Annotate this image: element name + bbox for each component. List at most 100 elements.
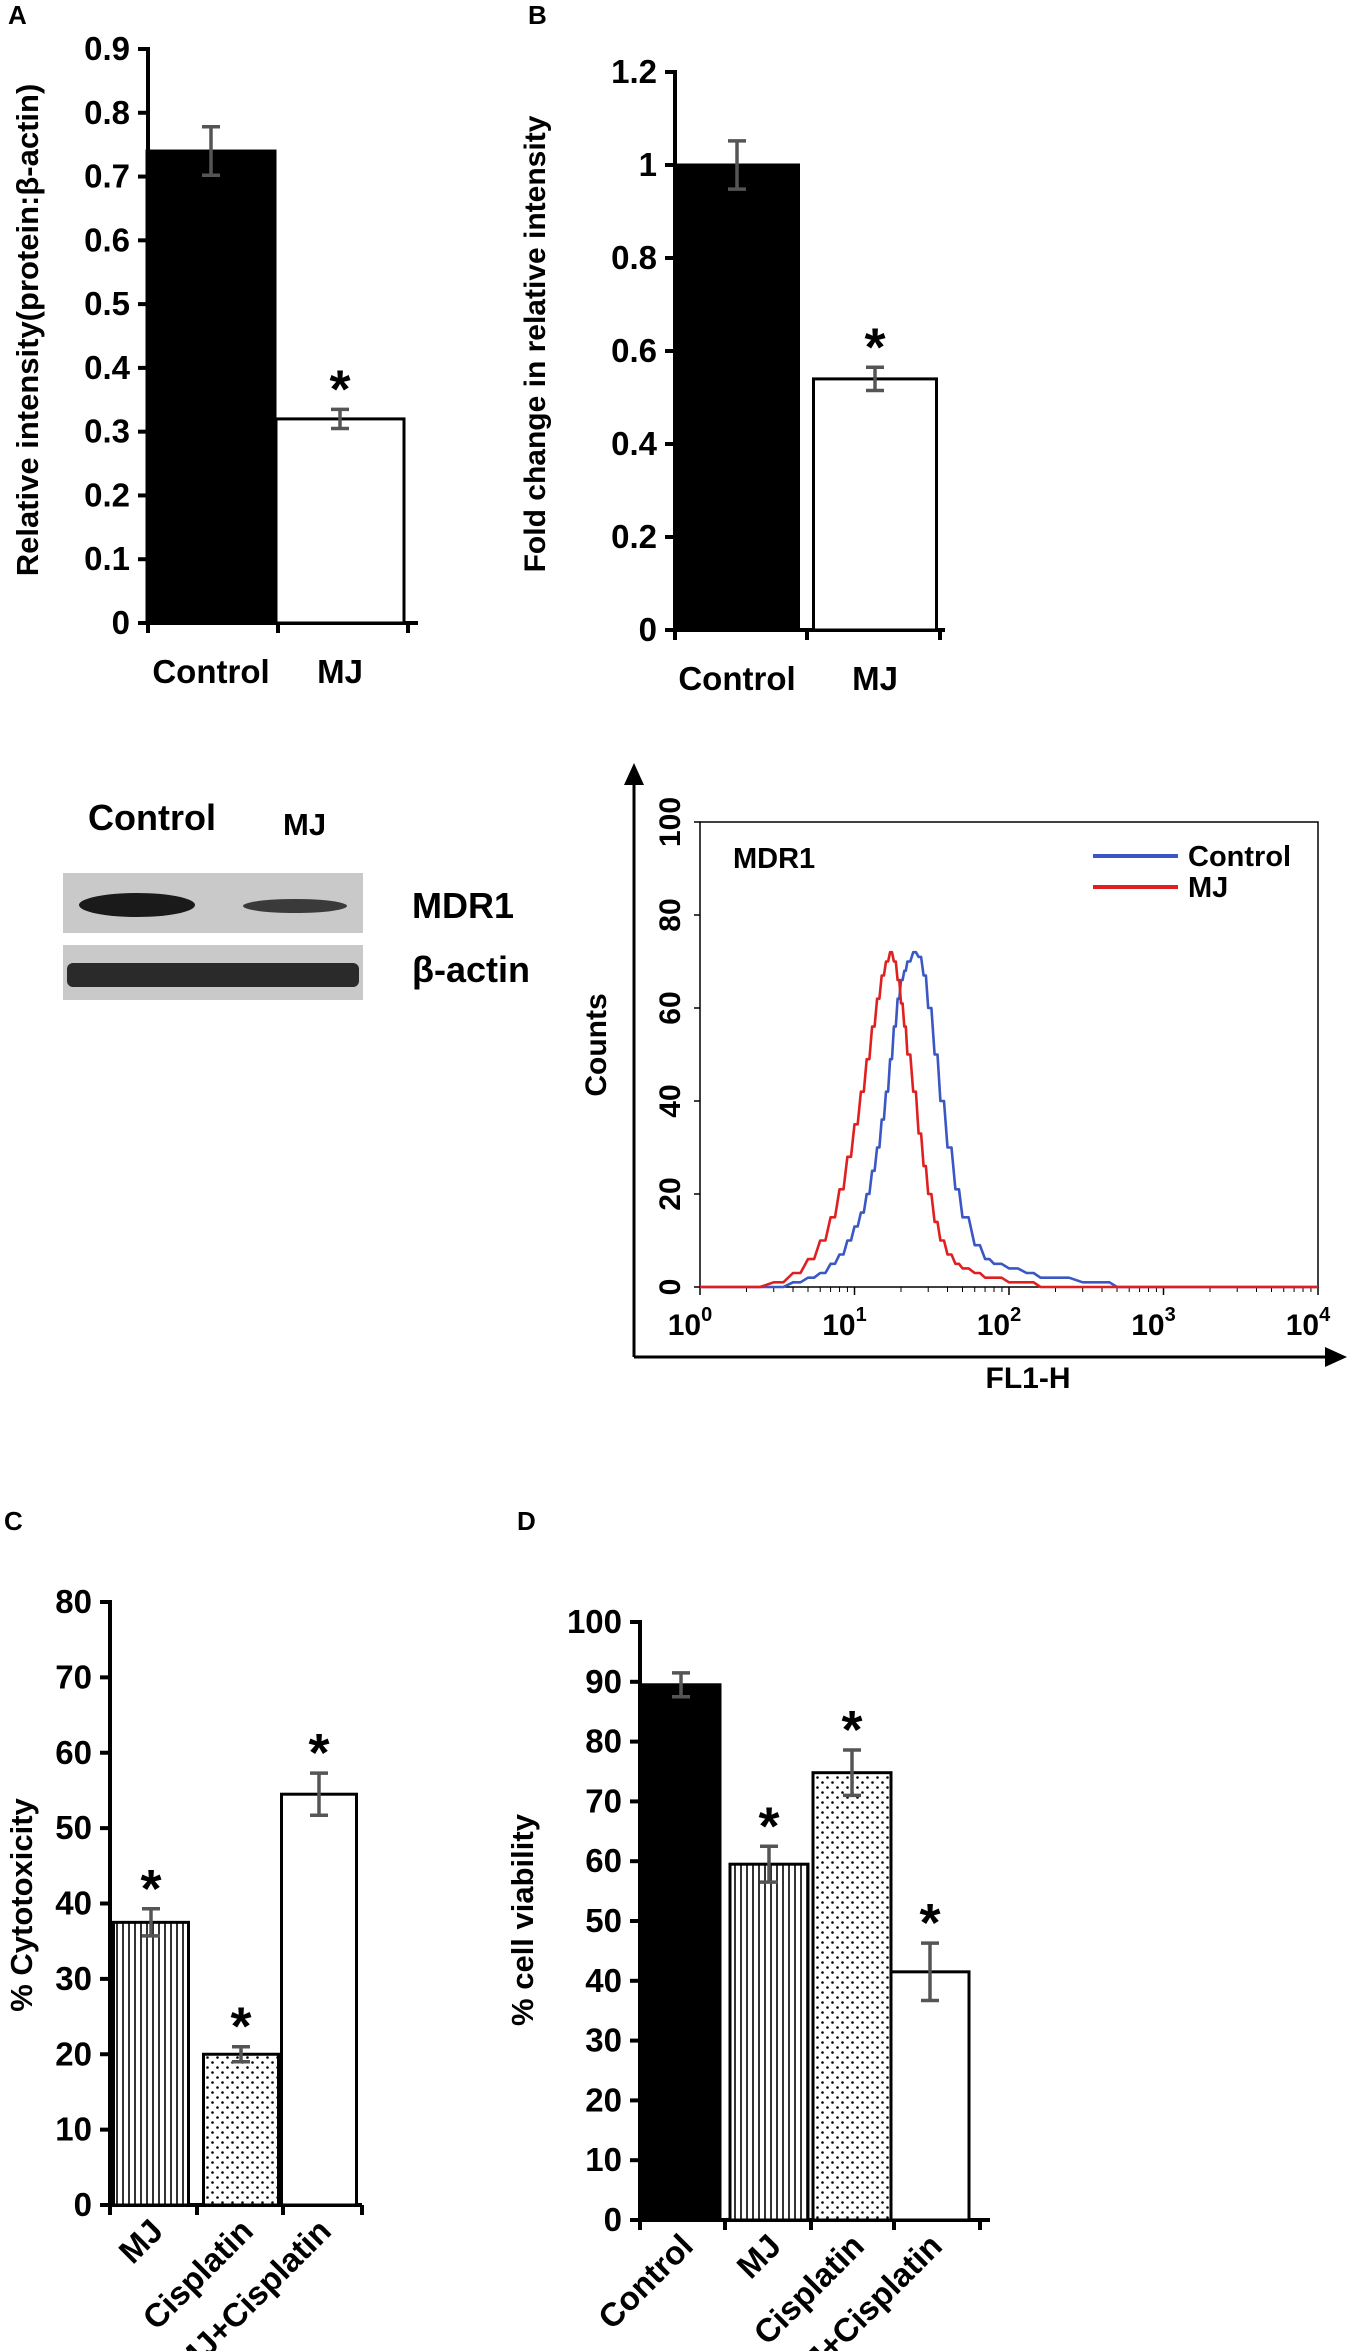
- x-tick-label: 103: [1131, 1304, 1176, 1342]
- y-tick-label: 0.8: [611, 239, 657, 276]
- y-tick-label: 1: [639, 146, 657, 183]
- y-tick-label: 0.6: [611, 332, 657, 369]
- y-tick-label: 0: [604, 2201, 622, 2238]
- x-category-label: MJ: [111, 2212, 170, 2271]
- y-tick-label: 0: [74, 2186, 92, 2223]
- panel-c-letter: C: [4, 1506, 23, 1536]
- x-category-label: Control: [152, 653, 269, 690]
- y-tick-label: 0.4: [611, 425, 658, 462]
- histogram-ylabel: Counts: [580, 993, 613, 1096]
- y-tick-label: 80: [585, 1723, 622, 1760]
- y-tick-label: 60: [654, 991, 687, 1024]
- y-axis-label: % Cytotoxicity: [4, 1797, 39, 2011]
- bar: [889, 1970, 971, 2222]
- y-tick-label: 100: [567, 1603, 622, 1640]
- x-category-label: Control: [678, 660, 795, 697]
- bar: [640, 1683, 722, 2222]
- x-tick-label: 104: [1286, 1304, 1331, 1342]
- x-tick-label: 102: [977, 1304, 1022, 1342]
- x-tick-label-base: 10: [822, 1309, 855, 1342]
- y-axis-label: % cell viability: [505, 1813, 540, 2026]
- x-tick-label-exponent: 4: [1319, 1304, 1331, 1326]
- y-tick-label: 20: [55, 2035, 92, 2072]
- bar: [145, 149, 277, 625]
- x-tick-label: 100: [668, 1304, 713, 1342]
- bar: [728, 1862, 810, 2222]
- y-tick-label: 70: [55, 1658, 92, 1695]
- y-tick-label: 20: [654, 1177, 687, 1210]
- significance-star: *: [230, 1997, 251, 2057]
- significance-star: *: [864, 317, 885, 377]
- y-tick-label: 20: [585, 2081, 622, 2118]
- blot-band-label-actin: β-actin: [412, 949, 530, 990]
- y-tick-label: 0.8: [84, 94, 130, 131]
- y-tick-label: 0.6: [84, 221, 130, 258]
- y-tick-label: 0.1: [84, 540, 130, 577]
- significance-star: *: [308, 1723, 329, 1783]
- y-tick-label: 0.5: [84, 285, 130, 322]
- panel-d-chart: D 0 10 20 30 40 50 60 70 80 90 100 % cell viability…: [505, 1506, 990, 2351]
- x-tick-label-exponent: 3: [1165, 1304, 1176, 1326]
- y-tick-label: 70: [585, 1782, 622, 1819]
- panel-b-chart: B 0 0.2 0.4 0.6 0.8 1 1.2 Fold change in relati…: [519, 0, 945, 697]
- y-tick-label: 80: [55, 1583, 92, 1620]
- y-tick-label: 0.7: [84, 158, 130, 195]
- panel-a-chart: A 0 0.1 0.2 0.3 0.4 0.5 0.6 0.7 0.8 0.9 Relative i…: [8, 0, 418, 690]
- blot-actin-band: [67, 963, 359, 987]
- significance-star: *: [919, 1893, 940, 1953]
- y-axis-label: Fold change in relative intensity: [519, 115, 552, 572]
- significance-star: *: [841, 1700, 862, 1760]
- histogram-xlabel: FL1-H: [986, 1362, 1071, 1395]
- arrow-right-icon: [1325, 1347, 1347, 1367]
- blot-mdr1-band-control: [79, 893, 195, 917]
- y-tick-label: 40: [654, 1084, 687, 1117]
- panel-d-letter: D: [517, 1506, 536, 1536]
- bar: [812, 377, 938, 632]
- y-tick-label: 30: [55, 1960, 92, 1997]
- bar: [280, 1792, 358, 2207]
- significance-star: *: [758, 1796, 779, 1856]
- y-tick-label: 10: [55, 2111, 92, 2148]
- x-tick-label-base: 10: [977, 1309, 1010, 1342]
- y-axis-label: Relative intensity(protein:β-actin): [10, 84, 45, 577]
- y-tick-label: 60: [55, 1734, 92, 1771]
- x-category-label: MJ: [317, 653, 363, 690]
- x-category-label: Control: [591, 2227, 700, 2336]
- blot-lane-label-control: Control: [88, 797, 216, 838]
- bar: [202, 2052, 280, 2207]
- significance-star: *: [329, 359, 350, 419]
- x-category-label: MJ: [729, 2227, 788, 2286]
- blot-band-label-mdr1: MDR1: [412, 885, 514, 926]
- y-tick-label: 90: [585, 1663, 622, 1700]
- y-tick-label: 0: [639, 611, 657, 648]
- blot-lane-label-mj: MJ: [283, 807, 326, 842]
- legend-control-label: Control: [1188, 841, 1291, 873]
- y-tick-label: 0: [654, 1279, 687, 1296]
- y-tick-label: 0.4: [84, 349, 131, 386]
- histogram-series-control: [700, 950, 1318, 1289]
- x-tick-label-base: 10: [1286, 1309, 1319, 1342]
- x-tick-label-exponent: 0: [701, 1304, 712, 1326]
- bar: [274, 417, 406, 625]
- y-tick-label: 50: [55, 1809, 92, 1846]
- x-tick-label-exponent: 1: [856, 1304, 867, 1326]
- flow-histogram: MDR1 FL1-H Counts Control MJ 02040608010…: [580, 763, 1347, 1395]
- blot-mdr1-band-mj: [243, 899, 347, 913]
- y-tick-label: 80: [654, 898, 687, 931]
- x-tick-label: 101: [822, 1304, 867, 1342]
- y-tick-label: 60: [585, 1842, 622, 1879]
- western-blot: Control MJ MDR1 β-actin: [63, 797, 530, 1000]
- y-tick-label: 50: [585, 1902, 622, 1939]
- x-category-label: MJ: [852, 660, 898, 697]
- y-tick-label: 10: [585, 2141, 622, 2178]
- y-tick-label: 0.9: [84, 30, 130, 67]
- histogram-series-mj: [700, 950, 1318, 1289]
- y-tick-label: 40: [55, 1885, 92, 1922]
- x-tick-label-exponent: 2: [1010, 1304, 1021, 1326]
- x-tick-label-base: 10: [1131, 1309, 1164, 1342]
- y-tick-label: 0: [112, 604, 130, 641]
- y-tick-label: 1.2: [611, 53, 657, 90]
- y-tick-label: 0.2: [84, 476, 130, 513]
